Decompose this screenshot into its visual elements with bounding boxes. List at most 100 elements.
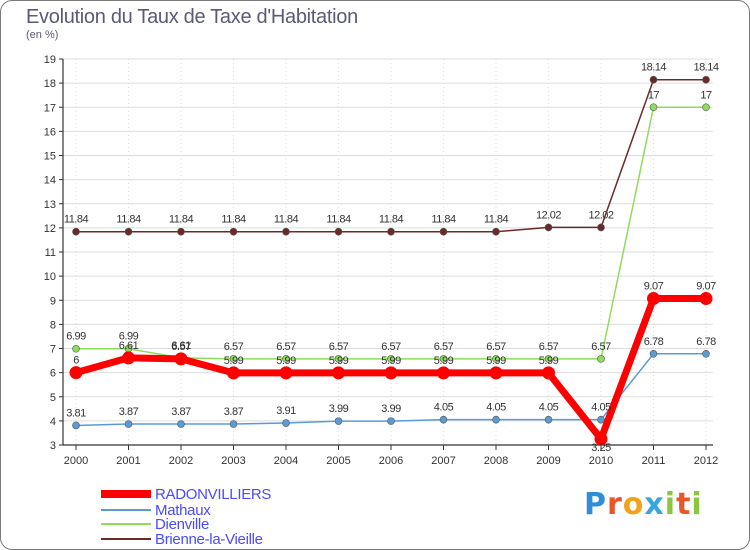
data-label: 6.61 bbox=[119, 340, 139, 352]
data-label: 5.99 bbox=[381, 355, 401, 367]
data-point bbox=[544, 223, 553, 232]
y-tick-label: 17 bbox=[44, 102, 56, 114]
data-label: 11.84 bbox=[326, 214, 351, 226]
legend-swatch-mathaux bbox=[101, 509, 151, 511]
data-label: 11.84 bbox=[379, 214, 404, 226]
data-label: 5.99 bbox=[434, 355, 454, 367]
data-point bbox=[72, 421, 80, 430]
data-label: 5.99 bbox=[224, 355, 244, 367]
data-point bbox=[544, 355, 553, 363]
legend-label-dienville: Dienville bbox=[155, 515, 209, 533]
data-label: 4.05 bbox=[539, 402, 559, 414]
data-label: 12.02 bbox=[536, 209, 561, 221]
y-tick-label: 8 bbox=[50, 319, 56, 331]
data-point bbox=[174, 352, 188, 366]
x-tick-label: 2005 bbox=[326, 455, 350, 467]
legend-item-dienville: Dienville bbox=[101, 515, 209, 533]
data-point bbox=[492, 415, 500, 424]
data-point bbox=[279, 366, 293, 380]
data-point bbox=[439, 415, 448, 424]
y-tick-label: 3 bbox=[50, 440, 56, 452]
x-tick-label: 2008 bbox=[484, 455, 508, 467]
data-label: 3.25 bbox=[591, 442, 611, 454]
x-tick-label: 2004 bbox=[274, 455, 298, 467]
data-label: 6.57 bbox=[171, 341, 191, 353]
data-point bbox=[69, 366, 83, 380]
y-tick-label: 5 bbox=[50, 392, 56, 404]
data-label: 3.87 bbox=[224, 406, 244, 418]
x-tick-label: 2003 bbox=[221, 455, 245, 467]
data-label: 6.57 bbox=[539, 341, 559, 353]
data-label: 11.84 bbox=[484, 214, 509, 226]
data-point bbox=[334, 355, 343, 363]
data-point bbox=[72, 344, 80, 353]
data-point bbox=[544, 415, 553, 424]
x-tick-label: 2009 bbox=[536, 455, 560, 467]
data-label: 4.05 bbox=[434, 402, 454, 414]
data-point bbox=[437, 366, 450, 380]
data-label: 11.84 bbox=[221, 214, 246, 226]
data-point bbox=[387, 417, 395, 425]
data-label: 18.14 bbox=[693, 62, 718, 74]
data-label: 6.57 bbox=[591, 341, 611, 353]
data-point bbox=[124, 227, 133, 236]
data-label: 4.05 bbox=[486, 402, 506, 414]
data-point bbox=[649, 350, 658, 358]
y-tick-label: 4 bbox=[50, 416, 56, 428]
data-label: 3.99 bbox=[381, 403, 401, 415]
data-label: 5.99 bbox=[329, 355, 349, 367]
y-tick-label: 15 bbox=[44, 151, 56, 163]
data-point bbox=[489, 366, 503, 380]
x-tick-label: 2006 bbox=[379, 455, 403, 467]
data-point bbox=[597, 355, 605, 363]
data-point bbox=[227, 366, 240, 380]
data-point bbox=[649, 75, 658, 84]
data-point bbox=[702, 103, 710, 112]
data-label: 6.61 bbox=[171, 340, 191, 352]
x-tick-label: 2011 bbox=[642, 455, 666, 467]
data-point bbox=[542, 366, 555, 380]
x-tick-label: 2000 bbox=[64, 455, 88, 467]
y-tick-label: 16 bbox=[44, 126, 56, 138]
legend-swatch-radonvilliers bbox=[101, 490, 151, 498]
data-label: 6.78 bbox=[644, 336, 664, 348]
y-tick-label: 11 bbox=[45, 247, 56, 259]
legend-swatch-dienville bbox=[101, 523, 151, 525]
data-label: 6.78 bbox=[696, 336, 716, 348]
data-point bbox=[597, 415, 605, 424]
legend-label-brienne-la-vieille: Brienne-la-Vieille bbox=[155, 530, 263, 548]
data-label: 11.84 bbox=[64, 214, 89, 226]
legend-swatch-brienne-la-vieille bbox=[101, 538, 151, 540]
data-point bbox=[492, 355, 500, 363]
y-unit-label: (en %) bbox=[26, 29, 59, 41]
y-tick-label: 13 bbox=[44, 199, 56, 211]
data-label: 6.99 bbox=[119, 331, 139, 343]
data-label: 11.84 bbox=[431, 214, 456, 226]
data-point bbox=[439, 355, 448, 363]
data-label: 17 bbox=[700, 89, 712, 101]
data-point bbox=[122, 351, 135, 365]
data-point bbox=[229, 420, 238, 428]
y-tick-label: 9 bbox=[50, 295, 56, 307]
data-label: 12.02 bbox=[588, 209, 613, 221]
data-label: 6.57 bbox=[276, 341, 296, 353]
legend-label-mathaux: Mathaux bbox=[155, 501, 211, 519]
data-point bbox=[699, 292, 713, 306]
data-point bbox=[282, 227, 290, 236]
data-label: 5.99 bbox=[539, 355, 559, 367]
data-label: 3.91 bbox=[276, 405, 296, 417]
data-point bbox=[597, 223, 605, 232]
data-label: 3.87 bbox=[171, 406, 191, 418]
data-point bbox=[124, 420, 133, 428]
data-label: 11.84 bbox=[274, 214, 299, 226]
data-label: 5.99 bbox=[276, 355, 296, 367]
data-point bbox=[647, 292, 660, 306]
x-tick-label: 2012 bbox=[694, 455, 718, 467]
y-tick-label: 10 bbox=[44, 271, 56, 283]
y-tick-label: 12 bbox=[44, 223, 56, 235]
data-label: 6.57 bbox=[486, 341, 506, 353]
data-point bbox=[387, 355, 395, 363]
data-point bbox=[177, 227, 185, 236]
legend-item-radonvilliers: RADONVILLIERS bbox=[101, 486, 271, 503]
